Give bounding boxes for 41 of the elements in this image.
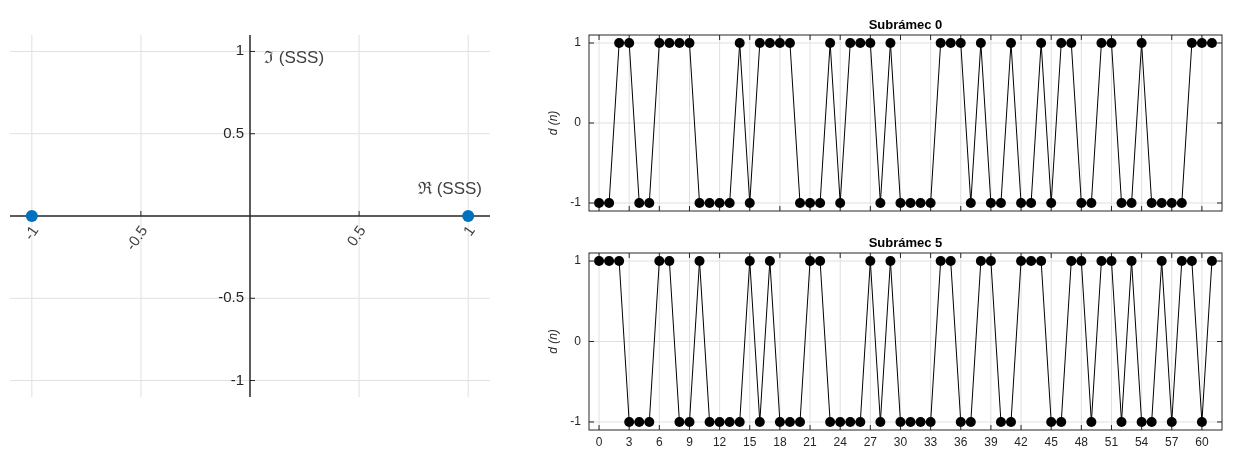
x-axis-title: ℜ (SSS) [417,179,482,198]
x-tick-label: 51 [1104,435,1119,449]
x-tick-label: 39 [984,435,998,449]
chart-title: Subrámec 5 [868,235,943,250]
x-tick-label: 54 [1134,435,1149,449]
y-tick-label: -0.5 [218,288,244,306]
x-tick-label: 0 [595,435,603,449]
x-tick-label: 45 [1044,435,1059,449]
x-tick-label: 27 [863,435,878,449]
y-axis-title: d (n) [546,110,560,136]
y-tick-label: -1 [570,414,582,429]
y-axis-title: d (n) [546,329,560,354]
x-tick-label: 0.5 [342,222,369,250]
y-tick-label: 1 [574,253,582,268]
x-tick-label: -0.5 [121,222,151,254]
x-tick-label: 30 [893,435,908,449]
x-tick-label: 48 [1074,435,1089,449]
x-tick-label: 1 [459,222,478,239]
x-tick-label: 60 [1195,435,1209,449]
y-tick-label: -1 [570,195,582,210]
x-tick-label: -1 [19,222,42,243]
x-tick-label: 6 [655,435,663,449]
x-tick-label: 36 [954,435,968,449]
x-tick-label: 57 [1165,435,1179,449]
x-tick-label: 15 [743,435,757,449]
y-tick-label: 0.5 [223,123,244,141]
x-tick-label: 24 [833,435,848,449]
x-tick-label: 21 [803,435,818,449]
x-tick-label: 33 [923,435,938,449]
chart-title: Subrámec 0 [868,17,943,32]
x-tick-label: 42 [1014,435,1029,449]
y-tick-label: -1 [230,370,244,388]
y-tick-label: 1 [235,41,244,59]
x-tick-label: 18 [773,435,787,449]
y-tick-label: 0 [574,115,582,130]
x-tick-label: 9 [686,435,694,449]
x-tick-label: 12 [712,435,727,449]
x-tick-label: 3 [625,435,633,449]
y-axis-title: ℑ (SSS) [264,48,325,68]
y-tick-label: 1 [574,35,582,50]
y-tick-label: 0 [574,333,582,348]
